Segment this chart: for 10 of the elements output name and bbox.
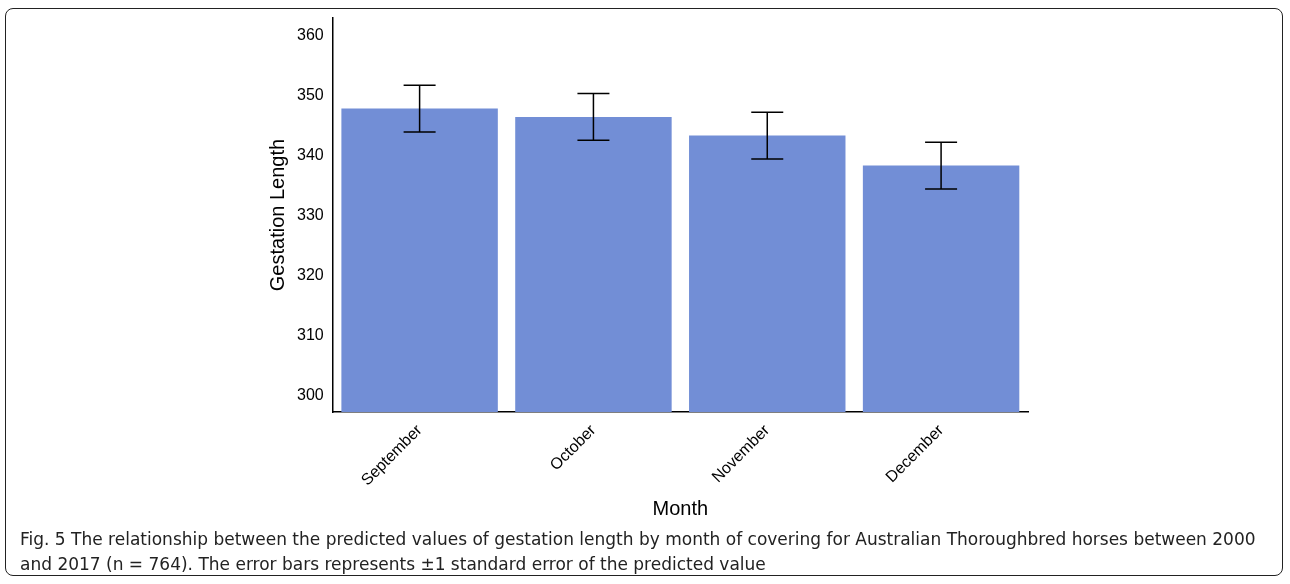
y-tick-label: 340 [296,145,324,163]
y-tick-label: 360 [296,25,324,43]
y-tick-label: 300 [296,385,324,403]
y-tick-label: 330 [296,205,324,223]
y-tick-label: 320 [296,265,324,283]
caption: Fig. 5 The relationship between the predicted values of gestation length by month of covering for Australian Thoroughbred horses between 2000 and 2017 (n = 764). The error bars represents ±1 standard error of the predicted value [20,528,1257,576]
x-axis-title: Month [652,496,709,519]
y-tick-label: 350 [296,85,324,103]
y-tick-label: 310 [296,325,324,343]
y-axis-title: Gestation Length [265,138,288,292]
